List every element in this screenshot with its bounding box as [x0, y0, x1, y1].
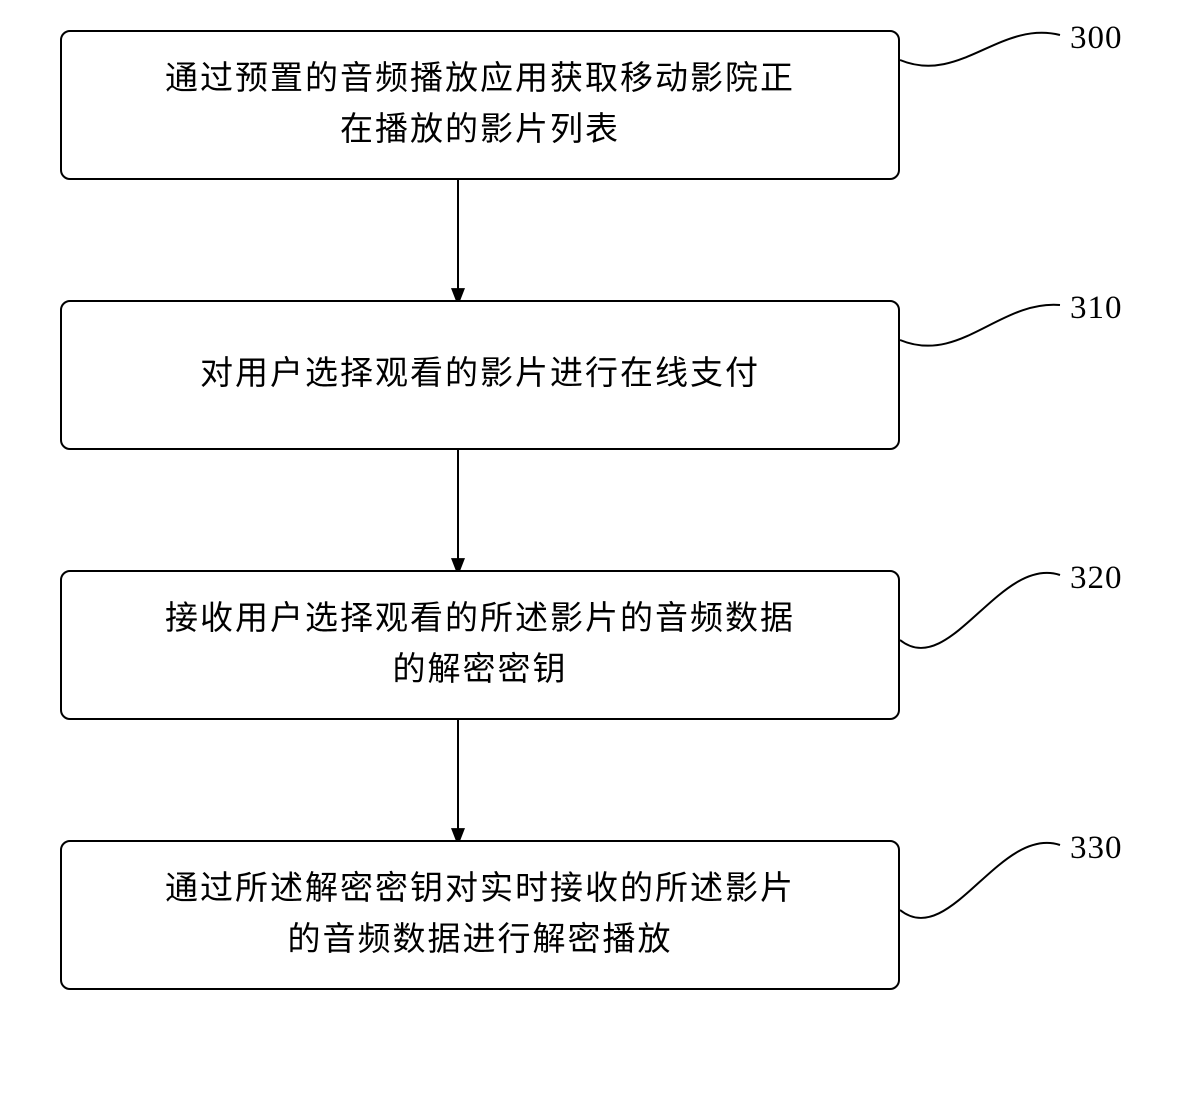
- label-leader-line: [900, 305, 1060, 346]
- label-leader-line: [900, 33, 1060, 66]
- flow-step-b300: 通过预置的音频播放应用获取移动影院正在播放的影片列表: [60, 30, 900, 180]
- flow-step-text: 接收用户选择观看的所述影片的音频数据的解密密钥: [165, 594, 795, 696]
- step-number-label: 300: [1070, 20, 1123, 57]
- flow-step-b320: 接收用户选择观看的所述影片的音频数据的解密密钥: [60, 570, 900, 720]
- flowchart-canvas: 通过预置的音频播放应用获取移动影院正在播放的影片列表对用户选择观看的影片进行在线…: [0, 0, 1193, 1098]
- label-leader-line: [900, 573, 1060, 648]
- flow-step-text: 通过所述解密密钥对实时接收的所述影片的音频数据进行解密播放: [165, 864, 795, 966]
- flow-step-text: 对用户选择观看的影片进行在线支付: [200, 349, 760, 400]
- flow-step-text: 通过预置的音频播放应用获取移动影院正在播放的影片列表: [165, 54, 795, 156]
- step-number-label: 320: [1070, 560, 1123, 597]
- flow-step-b330: 通过所述解密密钥对实时接收的所述影片的音频数据进行解密播放: [60, 840, 900, 990]
- flow-step-b310: 对用户选择观看的影片进行在线支付: [60, 300, 900, 450]
- step-number-label: 310: [1070, 290, 1123, 327]
- step-number-label: 330: [1070, 830, 1123, 867]
- label-leader-line: [900, 843, 1060, 918]
